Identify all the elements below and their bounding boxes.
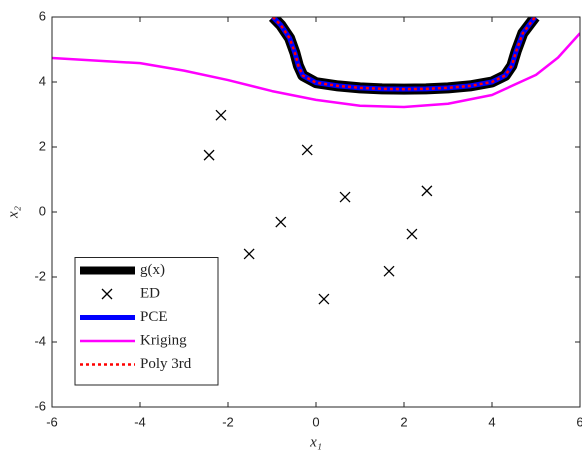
ed-point: [406, 228, 418, 240]
legend-label: Kriging: [140, 332, 187, 348]
plot-layer: [52, 17, 580, 305]
ed-point: [243, 248, 255, 260]
ed-point: [215, 109, 227, 121]
ed-point: [203, 149, 215, 161]
legend-label: ED: [140, 285, 160, 301]
y-tick-label: 6: [39, 8, 46, 23]
legend-label: Poly 3rd: [140, 356, 192, 372]
ed-point: [339, 191, 351, 203]
ed-point: [301, 144, 313, 156]
x-tick-label: -6: [46, 414, 58, 429]
x-tick-label: 6: [576, 414, 582, 429]
legend-label: PCE: [140, 309, 168, 325]
y-tick-label: 4: [39, 73, 46, 88]
x-tick-label: 0: [312, 414, 319, 429]
y-tick-label: 2: [39, 138, 46, 153]
series-line: [52, 32, 580, 109]
legend-label: g(x): [140, 262, 165, 278]
legend-marker: [101, 288, 113, 300]
ed-point: [275, 216, 287, 228]
ed-point: [383, 265, 395, 277]
series-line: [271, 17, 537, 91]
x-tick-label: 4: [488, 414, 495, 429]
x-tick-label: -4: [134, 414, 146, 429]
y-tick-label: 0: [39, 203, 46, 218]
x-axis-label: x₁: [309, 434, 322, 450]
y-tick-label: -2: [34, 268, 46, 283]
y-tick-label: -4: [34, 333, 46, 348]
ed-point: [318, 293, 330, 305]
x-tick-label: -2: [222, 414, 234, 429]
ed-point: [421, 185, 433, 197]
y-tick-label: -6: [34, 398, 46, 413]
y-axis-label: x₂: [5, 206, 21, 219]
x-tick-label: 2: [400, 414, 407, 429]
